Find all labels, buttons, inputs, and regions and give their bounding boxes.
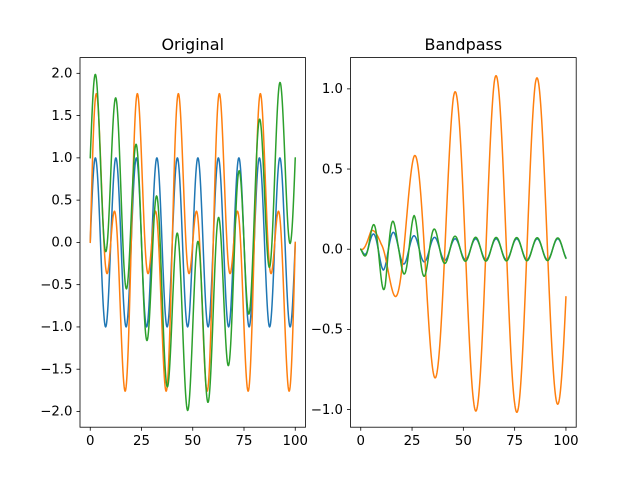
y-tick-label: −1.0: [40, 320, 72, 335]
y-tick-label: 0.5: [322, 162, 343, 177]
y-tick-label: −2.0: [40, 405, 72, 420]
bandpass-axes-frame: [350, 57, 577, 428]
y-tick-label: −1.0: [311, 403, 343, 418]
subplots: 0 25 50 75 100 −2.0 −1.5 −1.0 −0.5 0.0 0.5 1.0 1.5 2.…: [40, 57, 579, 449]
bandpass-signal-3: [360, 214, 567, 291]
x-tick-label: 100: [553, 434, 578, 449]
x-tick-label: 100: [283, 434, 308, 449]
y-tick-label: 0.5: [51, 193, 72, 208]
bandpass-signal-2: [360, 74, 567, 414]
y-tick-label: −0.5: [311, 323, 343, 338]
x-tick-label: 25: [404, 434, 421, 449]
right-plot-title: Bandpass: [424, 35, 502, 54]
x-tick-label: 75: [506, 434, 523, 449]
y-tick-label: 2.0: [51, 67, 72, 82]
y-tick-label: 1.0: [322, 82, 343, 97]
original-signal-3: [89, 73, 296, 412]
y-tick-label: −0.5: [40, 278, 72, 293]
x-tick-label: 50: [455, 434, 472, 449]
bandpass-signal-1: [360, 231, 567, 271]
y-tick-label: −1.5: [40, 362, 72, 377]
y-tick-label: 0.0: [322, 242, 343, 257]
left-plot-title: Original: [161, 35, 224, 54]
x-tick-label: 25: [133, 434, 150, 449]
y-tick-label: 1.0: [51, 151, 72, 166]
x-tick-label: 50: [184, 434, 201, 449]
y-tick-label: 0.0: [51, 236, 72, 251]
x-tick-label: 75: [236, 434, 253, 449]
bandpass-plot: 0 25 50 75 100 −1.0 −0.5 0.0 0.5 1.0: [311, 57, 579, 449]
x-tick-label: 0: [86, 434, 94, 449]
original-signal-2: [89, 92, 296, 392]
original-plot: 0 25 50 75 100 −2.0 −1.5 −1.0 −0.5 0.0 0.5 1.0 1.5 2.…: [40, 57, 308, 449]
y-tick-label: 1.5: [51, 109, 72, 124]
x-tick-label: 0: [357, 434, 365, 449]
